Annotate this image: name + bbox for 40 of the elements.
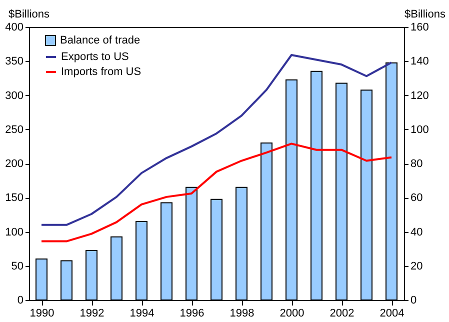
line-series bbox=[40, 54, 392, 226]
legend-label: Balance of trade bbox=[60, 34, 140, 46]
y2-tick-label: 0 bbox=[410, 294, 417, 306]
y-tick-label: 350 bbox=[5, 56, 24, 68]
y2-tick-label: 140 bbox=[410, 56, 429, 68]
x-tick-label: 1998 bbox=[230, 308, 254, 320]
x-tick-label: 2000 bbox=[280, 308, 304, 320]
x-tick-label: 2002 bbox=[330, 308, 354, 320]
bar bbox=[60, 260, 72, 300]
bar bbox=[110, 236, 122, 300]
y2-tick-label: 120 bbox=[410, 90, 429, 102]
y2-tick-label: 40 bbox=[410, 226, 423, 238]
x-tick-label: 1992 bbox=[80, 308, 104, 320]
x-tick-label: 1994 bbox=[130, 308, 154, 320]
y2-tick-label: 100 bbox=[410, 124, 429, 136]
y2-tick-label: 20 bbox=[410, 260, 423, 272]
y-tick-label: 50 bbox=[11, 260, 24, 272]
y-axis-title: $Billions bbox=[8, 8, 50, 20]
y-tick-label: 300 bbox=[5, 90, 24, 102]
x-tick-label: 2004 bbox=[380, 308, 404, 320]
bar bbox=[210, 198, 222, 300]
y2-tick-label: 60 bbox=[410, 192, 423, 204]
y2-tick-label: 80 bbox=[410, 158, 423, 170]
bar bbox=[260, 142, 272, 300]
bar bbox=[310, 70, 322, 300]
bar bbox=[160, 202, 172, 300]
x-tick-label: 1996 bbox=[180, 308, 204, 320]
y-tick-label: 250 bbox=[5, 124, 24, 136]
line-series bbox=[40, 142, 392, 242]
legend-label: Exports to US bbox=[61, 51, 129, 63]
y-tick-label: 0 bbox=[17, 294, 24, 306]
x-tick-label: 1990 bbox=[30, 308, 54, 320]
y-tick-label: 400 bbox=[5, 22, 24, 34]
y-tick-label: 100 bbox=[5, 226, 24, 238]
y-tick-label: 200 bbox=[5, 158, 24, 170]
bar bbox=[360, 90, 372, 300]
y2-axis-title: $Billions bbox=[404, 8, 446, 20]
y2-tick-label: 160 bbox=[410, 22, 429, 34]
y-tick-label: 150 bbox=[5, 192, 24, 204]
legend-label: Imports from US bbox=[61, 66, 142, 78]
